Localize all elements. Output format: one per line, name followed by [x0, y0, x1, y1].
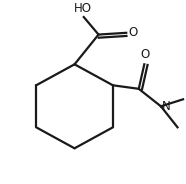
- Text: N: N: [162, 100, 171, 113]
- Text: O: O: [129, 26, 138, 39]
- Text: O: O: [141, 48, 150, 61]
- Text: HO: HO: [74, 2, 92, 15]
